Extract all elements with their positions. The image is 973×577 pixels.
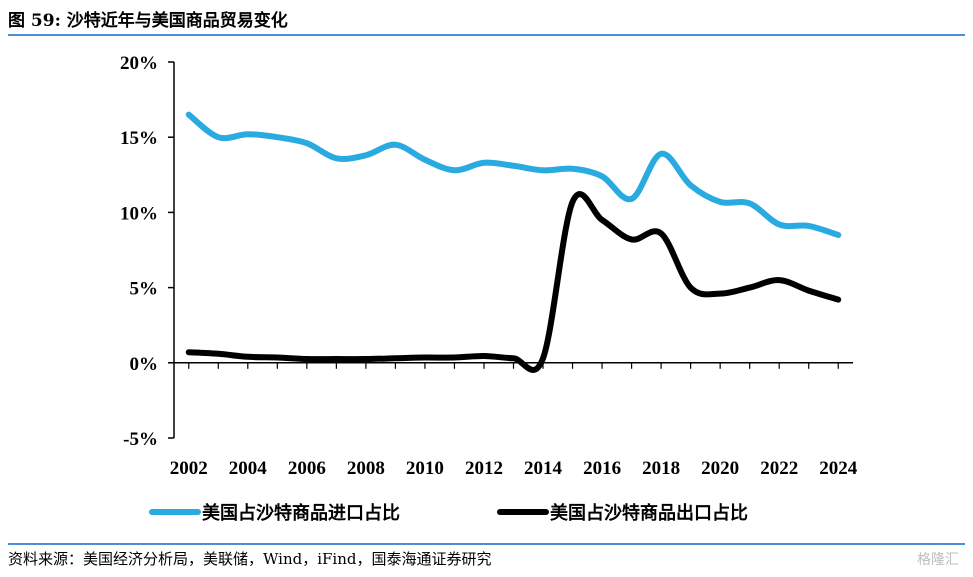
top-rule: [8, 34, 965, 36]
x-tick-label: 2004: [229, 458, 268, 479]
y-tick-label: 0%: [130, 354, 159, 375]
x-tick-label: 2008: [347, 458, 385, 479]
source-note: 资料来源：美国经济分析局，美联储，Wind，iFind，国泰海通证券研究: [8, 550, 492, 568]
exports-share-line: [185, 191, 842, 373]
y-tick-label: -5%: [123, 429, 158, 450]
x-tick-label: 2006: [288, 458, 326, 479]
legend-label-exports: 美国占沙特商品出口占比: [550, 502, 748, 524]
x-tick-label: 2018: [642, 458, 680, 479]
chart-axes: [168, 61, 853, 439]
y-tick-label: 10%: [120, 203, 158, 224]
chart-title: 图 59: 沙特近年与美国商品贸易变化: [8, 11, 288, 31]
y-axis-tick-labels: 20% 15% 10% 5% 0% -5%: [120, 53, 158, 450]
legend-label-imports: 美国占沙特商品进口占比: [202, 502, 400, 524]
chart-legend: 美国占沙特商品进口占比 美国占沙特商品出口占比: [149, 502, 748, 524]
x-tick-label: 2022: [760, 458, 798, 479]
x-tick-label: 2014: [524, 458, 563, 479]
x-tick-label: 2024: [819, 458, 858, 479]
x-tick-label: 2010: [406, 458, 444, 479]
x-tick-label: 2012: [465, 458, 503, 479]
watermark-logo: 格隆汇: [917, 552, 959, 568]
y-tick-label: 5%: [130, 279, 159, 300]
x-axis-tick-labels: 2002 2004 2006 2008 2010 2012 2014 2016 2018 2020…: [170, 458, 858, 479]
x-tick-label: 2016: [583, 458, 621, 479]
bottom-rule: [8, 543, 965, 545]
y-tick-label: 20%: [120, 53, 158, 74]
x-tick-label: 2002: [170, 458, 208, 479]
x-tick-label: 2020: [701, 458, 739, 479]
chart-series-lines: [185, 111, 842, 373]
imports-share-line: [185, 111, 842, 238]
y-tick-label: 15%: [120, 128, 158, 149]
